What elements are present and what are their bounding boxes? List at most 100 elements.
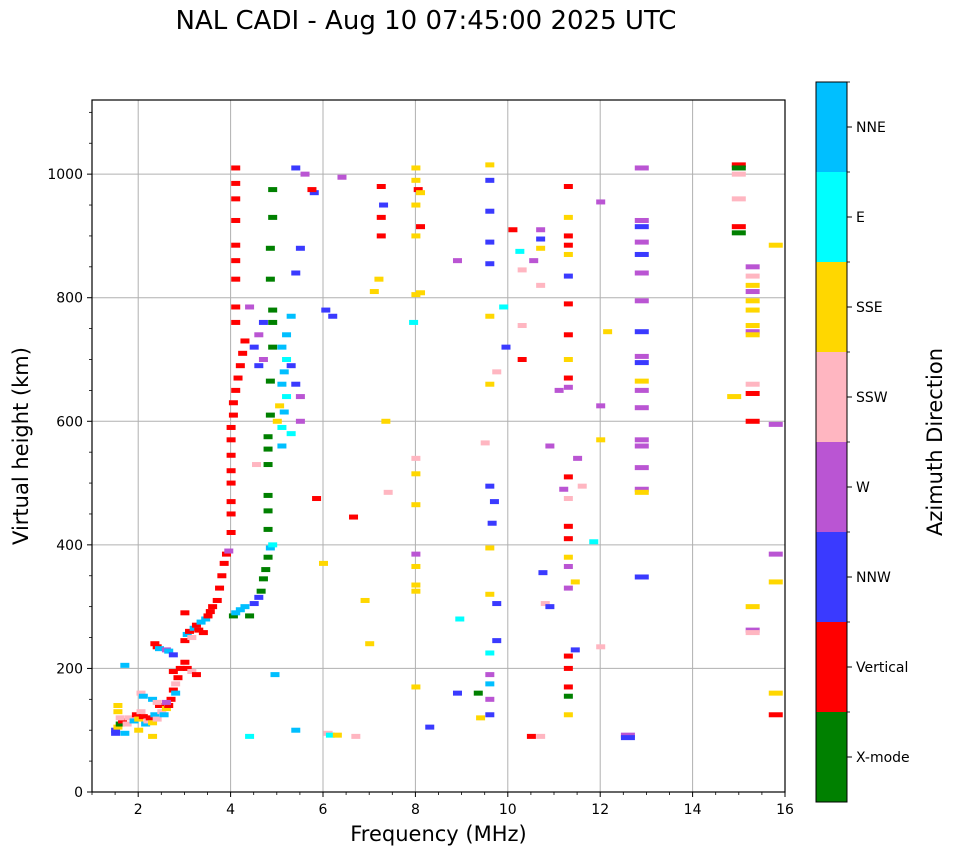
x-tick-label: 4 xyxy=(226,802,235,818)
data-point-nnw xyxy=(538,570,548,576)
data-point-nnw xyxy=(286,363,296,369)
y-tick-label: 800 xyxy=(56,291,83,307)
data-point-nnw xyxy=(254,363,264,369)
data-point-w xyxy=(634,387,649,393)
x-axis-label: Frequency (MHz) xyxy=(350,822,526,846)
data-point-vertical xyxy=(191,622,201,628)
data-point-e xyxy=(282,394,292,400)
data-point-sse xyxy=(411,233,421,239)
data-point-vertical xyxy=(203,613,213,619)
data-point-sse xyxy=(745,307,760,313)
data-point-nne xyxy=(154,646,164,652)
data-point-sse xyxy=(411,177,421,183)
data-point-w xyxy=(485,672,495,678)
data-point-sse xyxy=(411,471,421,477)
data-point-vertical xyxy=(131,712,141,718)
data-point-nne xyxy=(148,696,158,702)
data-point-vertical xyxy=(563,653,573,659)
data-point-nnw xyxy=(485,177,495,183)
x-tick-label: 2 xyxy=(134,802,143,818)
data-point-sse xyxy=(381,418,391,424)
data-point-nne xyxy=(485,681,495,687)
data-point-ssw xyxy=(143,718,153,724)
data-point-ssw xyxy=(492,369,502,375)
data-point-vertical xyxy=(226,511,236,517)
data-point-x-mode xyxy=(263,434,273,440)
data-points xyxy=(111,162,783,741)
data-point-nnw xyxy=(291,165,301,171)
data-point-vertical xyxy=(413,187,423,193)
data-point-vertical xyxy=(376,184,386,189)
data-point-vertical xyxy=(208,604,218,610)
data-point-ssw xyxy=(540,601,550,607)
data-point-w xyxy=(596,199,606,205)
data-point-sse xyxy=(411,582,421,588)
data-point-vertical xyxy=(168,669,178,675)
data-point-sse xyxy=(411,202,421,208)
data-point-nnw xyxy=(249,601,259,607)
data-point-nne xyxy=(277,381,287,387)
data-point-e xyxy=(282,357,292,362)
data-point-vertical xyxy=(508,227,518,233)
data-point-ssw xyxy=(731,196,746,202)
data-point-sse xyxy=(411,165,421,171)
data-point-w xyxy=(634,486,649,492)
data-point-nnw xyxy=(634,574,649,580)
data-point-nne xyxy=(240,604,250,610)
data-point-w xyxy=(536,227,546,233)
data-point-nnw xyxy=(485,483,495,489)
data-point-sse xyxy=(416,190,426,196)
data-point-w xyxy=(300,171,310,177)
data-point-ssw xyxy=(596,644,606,650)
data-point-vertical xyxy=(240,338,250,344)
colorbar-legend: X-mode Vertical NNW W SSW SSE E NNE xyxy=(815,81,910,803)
data-point-nne xyxy=(277,443,287,449)
data-point-vertical xyxy=(231,304,241,310)
data-point-nnw xyxy=(485,712,495,718)
x-tick-label: 10 xyxy=(499,802,517,818)
x-axis-ticks: 2 4 6 8 10 12 14 16 xyxy=(91,792,794,818)
data-point-nne xyxy=(171,690,181,696)
data-point-x-mode xyxy=(268,319,278,325)
data-point-ssw xyxy=(351,733,361,739)
data-point-vertical xyxy=(563,684,573,690)
data-point-ssw xyxy=(731,171,746,177)
data-point-vertical xyxy=(194,627,204,633)
data-point-w xyxy=(224,548,234,554)
data-point-nnw xyxy=(536,236,546,242)
data-point-vertical xyxy=(217,573,227,579)
data-point-sse xyxy=(485,381,495,387)
data-point-vertical xyxy=(175,665,185,671)
data-point-sse xyxy=(275,403,285,409)
colorbar-label: Azimuth Direction xyxy=(923,348,947,536)
data-point-vertical xyxy=(138,714,148,720)
data-point-vertical xyxy=(238,350,248,356)
data-point-vertical xyxy=(745,418,760,424)
data-point-ssw xyxy=(152,716,162,722)
data-point-nnw xyxy=(168,652,178,658)
data-point-nnw xyxy=(309,190,319,196)
data-point-vertical xyxy=(185,628,195,634)
colorbar-swatch-e xyxy=(816,172,847,262)
data-point-nnw xyxy=(291,270,301,276)
data-point-nnw xyxy=(563,273,573,279)
data-point-w xyxy=(634,465,649,471)
data-point-sse xyxy=(603,329,613,335)
data-point-vertical xyxy=(118,718,128,724)
data-point-x-mode xyxy=(265,378,275,384)
data-point-nnw xyxy=(258,319,268,325)
data-point-vertical xyxy=(235,363,245,369)
data-point-nne xyxy=(159,712,169,718)
data-point-w xyxy=(554,387,564,393)
colorbar-category-label: E xyxy=(856,210,865,226)
data-point-nnw xyxy=(545,604,555,610)
data-point-w xyxy=(768,551,783,557)
data-point-vertical xyxy=(182,665,192,671)
data-point-w xyxy=(573,455,583,461)
data-point-vertical xyxy=(166,696,176,702)
colorbar-swatch-x-mode xyxy=(816,712,847,802)
data-point-w xyxy=(559,486,569,492)
data-point-e xyxy=(455,616,465,622)
data-point-vertical xyxy=(563,184,573,189)
data-point-nne xyxy=(201,616,211,622)
